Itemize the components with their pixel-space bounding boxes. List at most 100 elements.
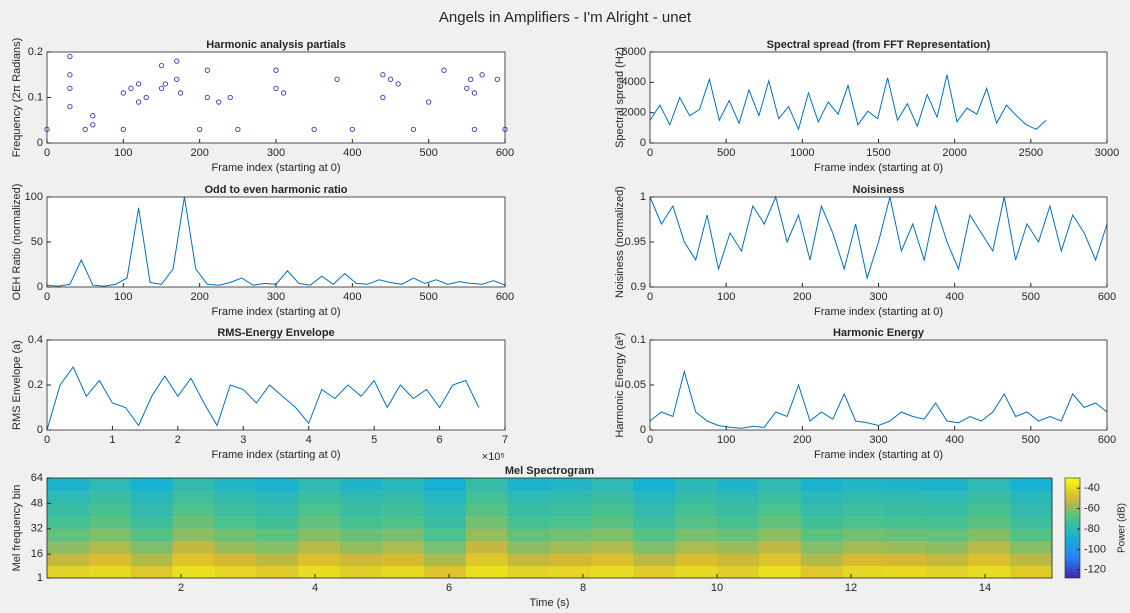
y-tick-label: 50	[31, 236, 43, 248]
x-tick-label: 8	[580, 582, 586, 594]
heat-cell	[549, 503, 592, 516]
heat-cell	[88, 515, 132, 529]
heat-cell	[758, 478, 802, 491]
heat-cell	[633, 490, 676, 504]
partial-point	[90, 113, 96, 119]
heat-cell	[1010, 478, 1053, 491]
y-tick-label: 0.1	[28, 91, 43, 103]
partial-point	[441, 67, 447, 73]
y-tick-label: 0	[37, 281, 43, 293]
partial-point	[395, 81, 401, 87]
x-tick-label: 14	[979, 582, 991, 594]
heat-cell	[1010, 553, 1053, 566]
x-tick-label: 500	[419, 291, 437, 303]
heat-cell	[256, 490, 299, 504]
x-multiplier: ×10⁵	[482, 451, 505, 463]
heat-cell	[591, 478, 634, 491]
heat-cell	[172, 503, 215, 516]
partial-point	[174, 58, 180, 64]
x-tick-label: 2000	[942, 147, 966, 159]
heat-cell	[130, 490, 174, 504]
heat-cell	[633, 478, 676, 491]
partial-point	[311, 126, 317, 133]
heat-cell	[591, 565, 634, 579]
partial-point	[143, 94, 149, 101]
heat-cell	[800, 515, 844, 529]
heat-cell	[465, 478, 509, 491]
heat-cell	[842, 565, 885, 579]
heat-cell	[172, 528, 215, 541]
heat-cell	[47, 565, 90, 579]
y-tick-label: 2000	[622, 107, 646, 119]
colorbar-tick-label: -100	[1084, 543, 1106, 555]
axes-frame	[46, 477, 1053, 579]
heat-cell	[214, 565, 257, 579]
heat-cell	[800, 540, 844, 554]
heat-cell	[926, 553, 969, 566]
line-series	[46, 366, 480, 431]
heat-cell	[130, 540, 174, 554]
x-tick-label: 3	[240, 434, 246, 446]
heat-cell	[591, 490, 634, 504]
plot-area	[47, 340, 505, 430]
heat-cell	[382, 553, 425, 566]
plot-area	[47, 52, 505, 143]
heat-cell	[172, 515, 215, 529]
heat-cell	[591, 528, 634, 541]
heat-cell	[968, 503, 1011, 516]
x-tick-label: 10	[711, 582, 723, 594]
heat-cell	[926, 478, 969, 491]
partial-point	[410, 126, 417, 133]
heat-cell	[340, 565, 383, 579]
partial-point	[216, 99, 222, 105]
partial-point	[349, 126, 355, 133]
x-tick-label: 1	[109, 434, 115, 446]
heat-cell	[884, 490, 927, 504]
heat-cell	[926, 528, 969, 541]
x-axis-label: Frame index (starting at 0)	[212, 449, 341, 461]
heat-cell	[717, 540, 760, 554]
y-tick-label: 0.4	[28, 334, 43, 346]
heat-cell	[591, 540, 634, 554]
heat-cell	[465, 503, 509, 516]
axes-frame	[46, 339, 506, 431]
heat-cell	[675, 553, 718, 566]
x-axis-label: Frame index (starting at 0)	[814, 306, 943, 318]
heat-cell	[298, 553, 341, 566]
heat-cell	[1010, 490, 1053, 504]
partial-point	[471, 90, 478, 96]
heat-cell	[172, 553, 215, 566]
y-tick-label: 0.2	[28, 46, 43, 58]
partial-point	[273, 85, 279, 92]
x-tick-label: 6	[437, 434, 443, 446]
heat-cell	[800, 478, 844, 491]
heat-cell	[298, 540, 341, 554]
heat-cell	[968, 515, 1011, 529]
figure-title: Angels in Amplifiers - I'm Alright - une…	[439, 9, 692, 26]
heat-cell	[88, 503, 132, 516]
plot-area	[650, 52, 1107, 143]
subplot-title: Mel Spectrogram	[505, 465, 594, 477]
heat-cell	[633, 553, 676, 566]
x-tick-label: 2500	[1019, 147, 1043, 159]
x-tick-label: 100	[717, 291, 735, 303]
subplot-title: Spectral spread (from FFT Representation…	[767, 39, 991, 51]
heat-cell	[465, 565, 509, 579]
heat-cell	[382, 540, 425, 554]
x-tick-label: 3000	[1095, 147, 1119, 159]
heat-cell	[47, 553, 90, 566]
heat-cell	[507, 553, 550, 566]
partial-point	[67, 72, 73, 78]
y-axis-label: Mel frequency bin	[11, 485, 23, 572]
subplot-title: Harmonic analysis partials	[206, 39, 345, 51]
heat-cell	[758, 553, 802, 566]
heat-cell	[507, 515, 550, 529]
partial-point	[387, 76, 394, 82]
plot-area	[47, 197, 505, 287]
heat-cell	[507, 478, 550, 491]
axes-frame	[649, 339, 1108, 431]
heat-cell	[591, 515, 634, 529]
heat-cell	[214, 528, 257, 541]
heat-cell	[88, 553, 132, 566]
